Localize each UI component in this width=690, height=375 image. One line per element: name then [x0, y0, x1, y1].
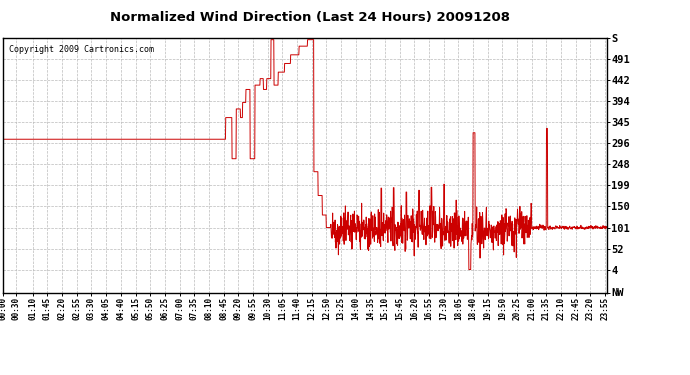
Text: Normalized Wind Direction (Last 24 Hours) 20091208: Normalized Wind Direction (Last 24 Hours…	[110, 11, 511, 24]
Text: Copyright 2009 Cartronics.com: Copyright 2009 Cartronics.com	[10, 45, 155, 54]
